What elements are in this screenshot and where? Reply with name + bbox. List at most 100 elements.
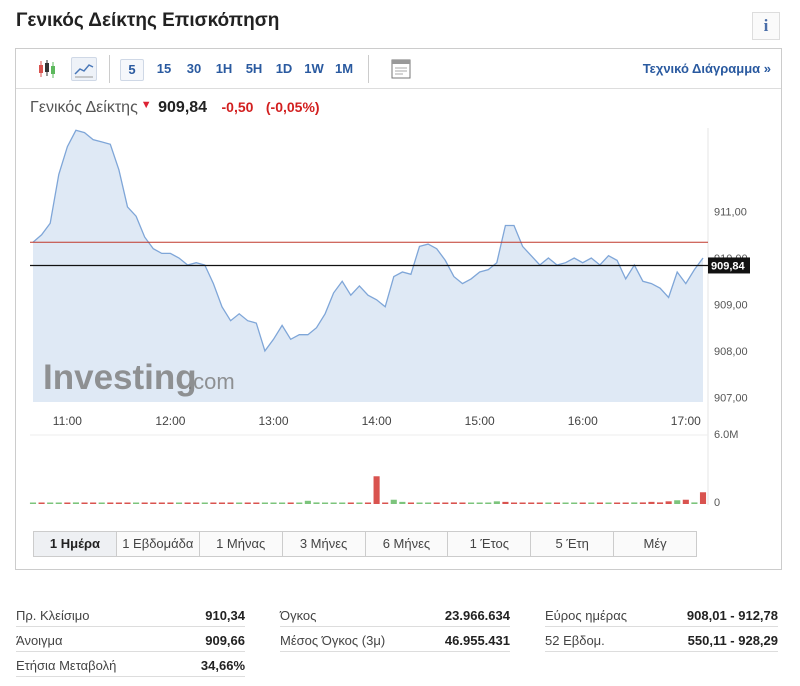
volume-bar xyxy=(279,502,286,504)
volume-bar xyxy=(382,502,389,504)
timeframe-5[interactable]: 5 xyxy=(120,59,144,81)
volume-bar xyxy=(459,502,466,504)
volume-bar xyxy=(107,502,114,504)
volume-bar xyxy=(47,502,54,504)
current-price-tag xyxy=(708,257,750,274)
volume-bar xyxy=(476,502,483,504)
volume-bar xyxy=(682,499,689,504)
volume-bar xyxy=(674,500,681,504)
volume-bar xyxy=(614,502,621,504)
range-1-year[interactable]: 1 Έτος xyxy=(448,532,532,556)
timeframe-1h[interactable]: 1H xyxy=(215,61,233,76)
calendar-icon[interactable] xyxy=(388,57,414,81)
volume-bar xyxy=(536,502,543,504)
range-5-years[interactable]: 5 Έτη xyxy=(531,532,615,556)
volume-bar xyxy=(545,502,552,504)
volume-bar xyxy=(407,502,415,504)
x-tick-label: 17:00 xyxy=(671,414,701,428)
volume-bar xyxy=(287,502,294,504)
volume-bar xyxy=(90,502,97,504)
volume-bar xyxy=(433,502,440,504)
x-tick-label: 12:00 xyxy=(155,414,185,428)
volume-bar xyxy=(468,502,475,504)
y-tick-label: 907,00 xyxy=(714,392,748,404)
timeframe-1w[interactable]: 1W xyxy=(304,61,324,76)
range-1-day[interactable]: 1 Ημέρα xyxy=(34,532,117,556)
volume-bar xyxy=(227,502,234,504)
technical-chart-link[interactable]: Τεχνικό Διάγραμμα » xyxy=(642,61,771,76)
volume-bar xyxy=(218,502,226,504)
volume-bar xyxy=(442,502,449,504)
volume-bar xyxy=(485,502,492,504)
range-1-month[interactable]: 1 Μήνας xyxy=(199,532,283,556)
x-tick-label: 11:00 xyxy=(53,414,82,428)
volume-bar xyxy=(493,501,500,504)
volume-bar xyxy=(175,502,183,504)
volume-bar xyxy=(373,476,380,504)
x-tick-label: 15:00 xyxy=(465,414,495,428)
volume-bar xyxy=(596,502,603,504)
watermark-brand: Investing xyxy=(43,358,197,397)
volume-bar xyxy=(158,502,165,504)
volume-bar xyxy=(631,502,638,504)
x-tick-label: 14:00 xyxy=(362,414,392,428)
volume-max-label: 6.0M xyxy=(714,429,738,441)
stat-annual-change: Ετήσια Μεταβολή 34,66% xyxy=(16,655,245,677)
volume-bar xyxy=(347,502,354,504)
x-tick-label: 13:00 xyxy=(258,414,288,428)
volume-bar xyxy=(390,499,397,504)
volume-bar xyxy=(253,502,260,504)
volume-bar xyxy=(425,502,432,504)
volume-bar xyxy=(313,502,320,504)
volume-bar xyxy=(450,502,457,504)
volume-bar xyxy=(656,502,664,504)
volume-bar xyxy=(699,492,707,504)
volume-bar xyxy=(124,502,131,504)
volume-bar xyxy=(579,502,586,504)
volume-bar xyxy=(416,502,423,504)
volume-bar xyxy=(364,502,372,504)
volume-zero-label: 0 xyxy=(714,497,720,509)
stat-volume: Όγκος 23.966.634 xyxy=(280,605,510,627)
down-arrow-icon: ▼ xyxy=(140,99,152,111)
price-change-percent: (-0,05%) xyxy=(265,99,320,115)
range-max[interactable]: Μέγ xyxy=(614,532,696,556)
volume-bar xyxy=(296,502,303,504)
volume-bar xyxy=(150,502,157,504)
volume-bar xyxy=(236,502,243,504)
last-price: 909,84 xyxy=(158,99,208,116)
price-change: -0,50 xyxy=(221,99,254,115)
candlestick-icon[interactable] xyxy=(34,57,60,81)
volume-bar xyxy=(210,502,217,504)
range-1-week[interactable]: 1 Εβδομάδα xyxy=(116,532,200,556)
volume-bar xyxy=(330,502,337,504)
timeframe-30[interactable]: 30 xyxy=(186,61,202,76)
volume-bar xyxy=(244,502,251,504)
volume-bar xyxy=(201,502,208,504)
watermark-suffix: .com xyxy=(187,369,235,394)
volume-bar xyxy=(270,502,277,504)
range-6-months[interactable]: 6 Μήνες xyxy=(365,532,449,556)
timeframe-1m[interactable]: 1M xyxy=(334,61,354,76)
timeframe-5h[interactable]: 5H xyxy=(245,61,263,76)
stat-avg-volume: Μέσος Όγκος (3μ) 46.955.431 xyxy=(280,630,510,652)
timeframe-1d[interactable]: 1D xyxy=(275,61,293,76)
volume-bar xyxy=(528,502,535,504)
price-line xyxy=(32,129,704,353)
y-tick-label: 911,00 xyxy=(714,207,747,219)
stat-prev-close: Πρ. Κλείσιμο 910,34 xyxy=(16,605,245,627)
info-button[interactable]: i xyxy=(752,12,780,40)
timeframe-15[interactable]: 15 xyxy=(156,61,172,76)
stat-52-week-range: 52 Εβδομ. 550,11 - 928,29 xyxy=(545,630,778,652)
price-area xyxy=(33,130,703,403)
volume-bar xyxy=(605,502,612,504)
volume-bar xyxy=(304,500,311,504)
range-3-months[interactable]: 3 Μήνες xyxy=(282,532,366,556)
chart-frame xyxy=(15,48,782,570)
line-chart-icon[interactable] xyxy=(71,57,97,81)
chart-toolbar: 5 15 30 1H 5H 1D 1W 1M Τεχνικό Διάγραμμα… xyxy=(16,49,781,89)
volume-bar xyxy=(193,502,200,504)
volume-bar xyxy=(55,502,62,504)
index-name: Γενικός Δείκτης xyxy=(30,99,138,116)
